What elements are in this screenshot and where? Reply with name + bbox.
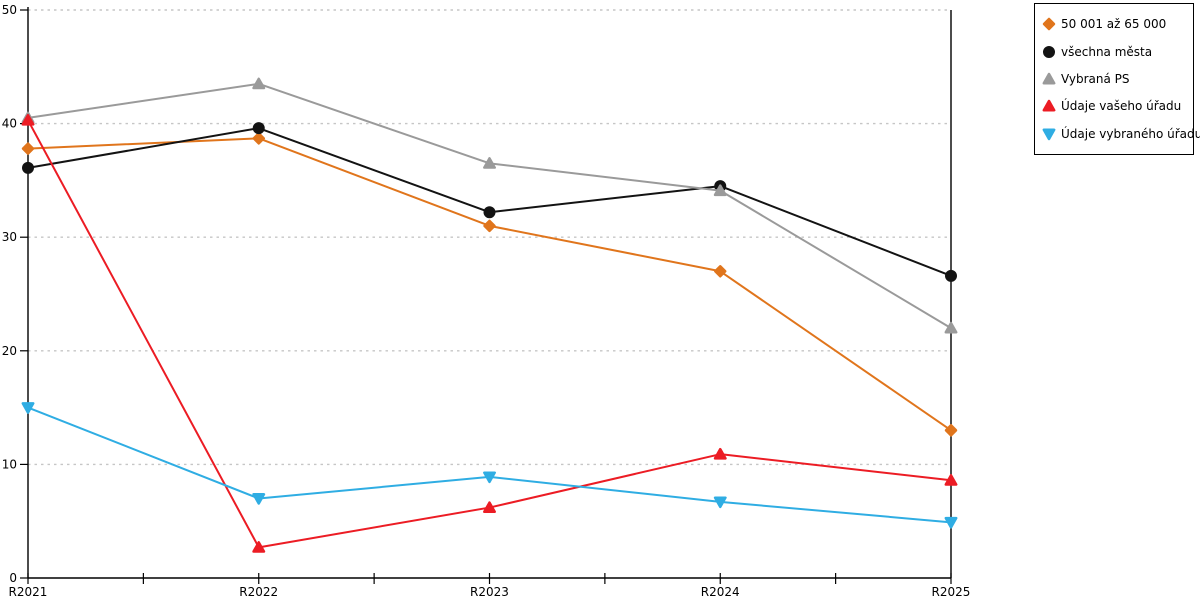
triangle-up-marker-icon [252,77,266,90]
triangle-up-marker-icon [21,113,35,126]
y-tick-label: 20 [2,344,17,358]
circle-marker-icon [483,206,496,219]
circle-marker-icon [22,161,34,174]
diamond-marker-icon [714,265,727,278]
triangle-up-marker-icon [483,157,496,169]
triangle-down-marker-icon [483,471,496,484]
diamond-marker-icon [252,132,265,145]
triangle-up-marker-icon [1042,100,1056,112]
circle-legend-icon [1043,45,1055,58]
y-tick-label: 40 [2,117,17,131]
legend-label: Údaje vašeho úřadu [1061,99,1182,114]
circle-marker-icon [252,122,265,135]
diamond-marker-icon [944,424,958,437]
triangle-up-marker-icon [713,447,727,460]
legend-item-4: Údaje vybraného úřadu [1042,127,1200,141]
triangle-down-marker-icon [1042,128,1056,140]
triangle-down-marker-icon [252,493,266,505]
x-tick-label: R2025 [932,585,971,599]
triangle-up-marker-icon [713,184,727,197]
y-tick-label: 30 [2,230,17,244]
triangle-down-legend-icon [1042,128,1056,140]
triangle-up-marker-icon [252,541,266,553]
diamond-marker-icon [1042,18,1056,31]
circle-marker-icon [1043,45,1055,58]
triangle-down-marker-icon [21,402,35,414]
y-tick-label: 50 [2,3,17,17]
triangle-up-marker-icon [483,501,496,514]
legend-label: Vybraná PS [1061,71,1130,86]
chart-legend: 50 001 až 65 000 všechna města Vybraná PS Ú… [1034,3,1200,155]
x-tick-label: R2021 [9,585,48,599]
diamond-marker-icon [21,142,35,155]
series-line-2 [27,82,952,329]
line-chart-canvas: 0 10 20 30 40 50 R2021 R2022 R2023 R2024 R2025 [2,3,971,599]
diamond-legend-icon [1042,18,1056,31]
legend-item-0: 50 001 až 65 000 [1042,17,1193,31]
y-tick-label: 0 [9,571,17,585]
legend-label: všechna města [1061,44,1153,59]
triangle-up-legend-icon [1042,100,1056,112]
diamond-marker-icon [483,219,496,233]
legend-label: 50 001 až 65 000 [1061,17,1167,32]
y-tick-label: 10 [2,457,17,471]
legend-item-2: Vybraná PS [1042,72,1193,86]
triangle-up-legend-icon [1042,72,1056,85]
triangle-up-marker-icon [944,474,958,486]
triangle-down-marker-icon [944,516,958,529]
triangle-down-marker-icon [713,496,727,509]
series-line-1 [27,127,952,277]
triangle-up-marker-icon [1042,72,1056,85]
x-tick-label: R2024 [701,585,740,599]
circle-marker-icon [945,269,957,282]
x-tick-label: R2023 [470,585,509,599]
legend-label: Údaje vybraného úřadu [1061,126,1200,141]
series-line-0 [27,137,952,432]
triangle-up-marker-icon [944,321,958,334]
legend-item-1: všechna města [1042,45,1193,59]
x-tick-label: R2022 [239,585,278,599]
legend-item-3: Údaje vašeho úřadu [1042,99,1193,113]
